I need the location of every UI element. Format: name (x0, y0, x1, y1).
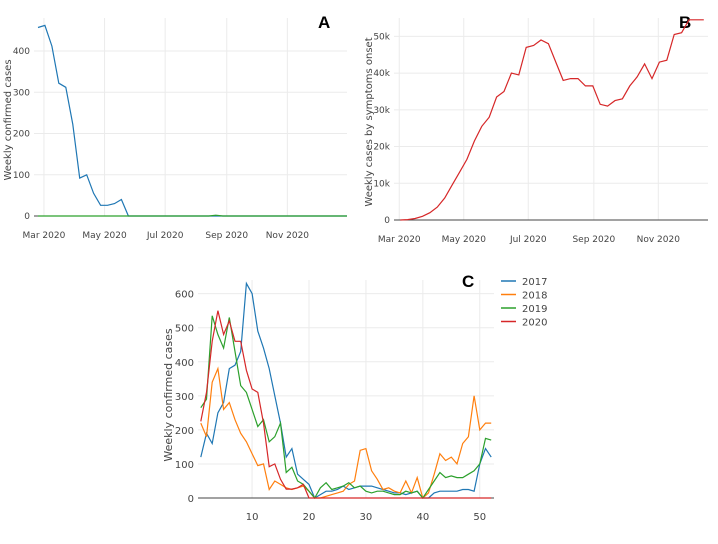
series-line (37, 24, 347, 217)
y-tick-label: 200 (175, 426, 194, 437)
legend-label-2018: 2018 (522, 291, 547, 302)
panel-c-letter: C (462, 272, 474, 291)
x-tick-label: Jul 2020 (509, 235, 547, 245)
legend-label-2017: 2017 (522, 277, 547, 288)
series-line-2020 (200, 310, 492, 499)
panel-a-letter: A (318, 13, 330, 32)
y-tick-label: 10k (373, 179, 390, 189)
x-tick-label: 10 (246, 512, 259, 523)
y-tick-label: 0 (384, 216, 390, 226)
x-tick-label: Jul 2020 (146, 231, 184, 241)
x-tick-label: Sep 2020 (572, 235, 615, 245)
y-tick-label: 300 (175, 392, 194, 403)
series-line (38, 214, 347, 217)
y-tick-label: 50k (373, 32, 390, 42)
y-tick-label: 100 (13, 171, 30, 181)
panel-c-chart: C Weekly confirmed cases 10 20 30 40 5001002… (162, 272, 547, 523)
x-tick-label: Nov 2020 (266, 231, 310, 241)
x-tick-label: Mar 2020 (378, 235, 421, 245)
y-tick-label: 400 (13, 47, 30, 57)
y-tick-label: 300 (13, 88, 30, 98)
y-tick-label: 200 (13, 130, 30, 140)
y-tick-label: 100 (175, 460, 194, 471)
x-tick-label: May 2020 (442, 235, 487, 245)
y-tick-label: 20k (373, 143, 390, 153)
y-tick-label: 0 (188, 494, 194, 505)
y-tick-label: 30k (373, 106, 390, 116)
legend-label-2019: 2019 (522, 304, 547, 315)
y-tick-label: 500 (175, 324, 194, 335)
x-tick-label: Mar 2020 (23, 231, 66, 241)
x-tick-label: Nov 2020 (637, 235, 681, 245)
y-tick-label: 40k (373, 69, 390, 79)
panel-b-letter: B (679, 13, 691, 32)
y-tick-label: 0 (24, 212, 30, 222)
y-tick-label: 400 (175, 358, 194, 369)
x-tick-label: 50 (473, 512, 486, 523)
panel-a-y-axis-label: Weekly confirmed cases (3, 59, 14, 180)
legend-label-2020: 2020 (522, 318, 547, 329)
panel-b-y-axis-label: Weekly cases by symptoms onset (364, 37, 375, 206)
y-tick-label: 600 (175, 290, 194, 301)
x-tick-label: Sep 2020 (205, 231, 248, 241)
panel-b-chart: B Weekly cases by symptoms onset Mar 202… (364, 13, 708, 245)
series-line (400, 19, 704, 221)
panel-c-y-axis-label: Weekly confirmed cases (162, 328, 175, 461)
x-tick-label: 40 (416, 512, 429, 523)
series-line-2018 (200, 366, 492, 500)
panel-a-chart: A Weekly confirmed cases Mar 2020 May 202… (3, 13, 347, 241)
series-line-2019 (200, 315, 492, 500)
x-tick-label: 30 (360, 512, 373, 523)
x-tick-label: 20 (303, 512, 316, 523)
x-tick-label: May 2020 (82, 231, 127, 241)
